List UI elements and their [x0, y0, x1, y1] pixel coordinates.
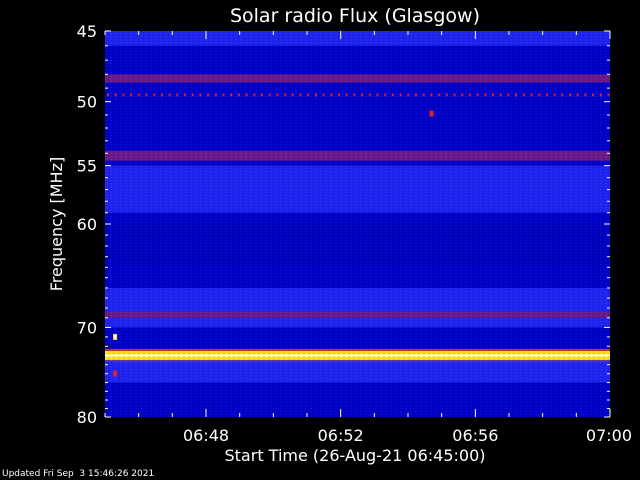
x-tick-label: 06:48 — [183, 426, 229, 445]
plot-area — [105, 31, 610, 417]
chart-title: Solar radio Flux (Glasgow) — [230, 5, 480, 27]
y-tick-label: 70 — [77, 318, 97, 337]
y-tick-label: 60 — [77, 215, 97, 234]
axes: 45 50 55 60 70 80 06:48 06:52 06:56 07:00 — [77, 22, 632, 445]
x-tick-label: 07:00 — [586, 426, 632, 445]
y-axis-label: Frequency [MHz] — [47, 157, 66, 291]
noise-texture — [105, 31, 610, 417]
spectrogram-spot — [429, 110, 434, 117]
spectrogram-spots — [113, 110, 434, 377]
x-axis-label: Start Time (26-Aug-21 06:45:00) — [225, 446, 486, 465]
spectrogram-spot — [113, 370, 118, 377]
y-tick-label: 55 — [77, 157, 97, 176]
spectrogram-spot-core — [114, 334, 117, 339]
y-tick-label: 50 — [77, 93, 97, 112]
y-tick-label: 80 — [77, 408, 97, 427]
x-tick-label: 06:56 — [452, 426, 498, 445]
updated-timestamp: Updated Fri Sep 3 15:46:26 2021 — [2, 469, 155, 479]
x-tick-label: 06:52 — [318, 426, 364, 445]
y-tick-label: 45 — [77, 22, 97, 41]
